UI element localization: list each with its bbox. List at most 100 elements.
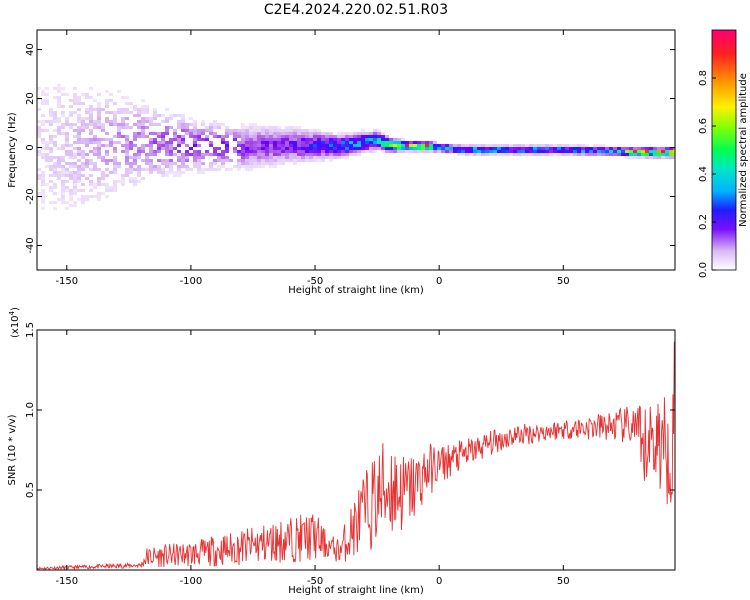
spectrogram-cell — [261, 159, 265, 162]
spectrogram-cell — [169, 126, 173, 129]
spectrogram-cell — [177, 165, 181, 168]
spectrogram-cell — [41, 114, 45, 117]
spectrogram-cell — [381, 144, 385, 147]
spectrogram-cell — [45, 156, 49, 159]
spectrogram-cell — [97, 198, 101, 201]
spectrogram-cell — [133, 183, 137, 186]
spectrogram-cell — [161, 159, 165, 162]
spectrogram-cell — [201, 171, 205, 174]
spectrogram-cell — [313, 153, 317, 156]
spectrogram-cell — [257, 150, 261, 153]
spectrogram-cell — [105, 105, 109, 108]
spectrogram-cell — [161, 174, 165, 177]
spectrogram-cell — [217, 165, 221, 168]
spectrogram-cell — [285, 129, 289, 132]
spectrogram-cell — [525, 153, 529, 156]
spectrogram-cell — [193, 156, 197, 159]
spectrogram-cell — [129, 168, 133, 171]
spectrogram-cell — [237, 129, 241, 132]
spectrogram-cell — [393, 150, 397, 153]
spectrogram-cell — [281, 132, 285, 135]
spectrogram-cell — [237, 153, 241, 156]
spectrogram-cell — [429, 147, 433, 150]
spectrogram-cell — [213, 126, 217, 129]
spectrogram-cell — [313, 129, 317, 132]
spectrogram-cell — [245, 132, 249, 135]
spectrogram-cell — [297, 138, 301, 141]
spectrogram-cell — [53, 87, 57, 90]
spectrogram-cell — [153, 150, 157, 153]
spectrogram-cell — [53, 120, 57, 123]
spectrogram-cell — [65, 186, 69, 189]
spectrogram-cell — [133, 159, 137, 162]
spectrogram-cell — [213, 162, 217, 165]
spectrogram-cell — [521, 147, 525, 150]
spectrogram-cell — [637, 147, 641, 150]
spectrogram-cell — [169, 147, 173, 150]
spectrogram-cell — [265, 138, 269, 141]
spectrogram-cell — [73, 192, 77, 195]
snr-y-tick-label: 1.5 — [25, 322, 36, 338]
spectrogram-cell — [189, 117, 193, 120]
spectrogram-cell — [521, 144, 525, 147]
spectrogram-cell — [145, 159, 149, 162]
spectrogram-cell — [361, 129, 365, 132]
spectrogram-cell — [441, 150, 445, 153]
snr-x-tick-label: -150 — [55, 576, 78, 587]
spectrogram-cell — [57, 84, 61, 87]
spectrogram-cell — [65, 162, 69, 165]
spectrogram-cell — [129, 102, 133, 105]
spectrogram-cell — [61, 186, 65, 189]
spectrogram-cell — [97, 111, 101, 114]
spectrogram-cell — [65, 117, 69, 120]
spectrogram-cell — [673, 150, 675, 153]
spectrogram-cell — [289, 150, 293, 153]
spectrogram-cell — [661, 153, 665, 156]
spectrogram-cell — [389, 138, 393, 141]
spectrogram-cell — [277, 159, 281, 162]
spectrogram-cell — [457, 147, 461, 150]
spectrogram-cell — [133, 177, 137, 180]
spectrogram-cell — [69, 105, 73, 108]
spectrogram-cell — [289, 156, 293, 159]
colorbar-tick-label: 0.2 — [698, 214, 709, 230]
spectrogram-cell — [513, 147, 517, 150]
spectrogram-cell — [157, 114, 161, 117]
spectrogram-cell — [233, 150, 237, 153]
spectrogram-cell — [49, 108, 53, 111]
spectrogram-cell — [169, 144, 173, 147]
spectrogram-cell — [77, 198, 81, 201]
spectrogram-cell — [237, 150, 241, 153]
spectrogram-cell — [81, 198, 85, 201]
snr-ticks: -150 -100 -50 0 50 0.5 1.0 1.5 — [25, 322, 675, 587]
spectrogram-cell — [337, 132, 341, 135]
spectrogram-cell — [105, 162, 109, 165]
spectrogram-cell — [325, 150, 329, 153]
spectrogram-cell — [301, 132, 305, 135]
spectrogram-cell — [65, 201, 69, 204]
spectrogram-cell — [421, 141, 425, 144]
spectrogram-cell — [273, 126, 277, 129]
spectrogram-cell — [277, 162, 281, 165]
spectrogram-cell — [73, 156, 77, 159]
spectrogram-cell — [341, 144, 345, 147]
spectrogram-cell — [89, 111, 93, 114]
spectrogram-cell — [261, 135, 265, 138]
spectrogram-cell — [249, 165, 253, 168]
spectrogram-cell — [125, 111, 129, 114]
spectrogram-cell — [73, 129, 77, 132]
spectrogram-cell — [413, 141, 417, 144]
spectrogram-cell — [621, 153, 625, 156]
spectrogram-cell — [101, 183, 105, 186]
spectrogram-cell — [177, 159, 181, 162]
spectrogram-cell — [333, 135, 337, 138]
spectrogram-cell — [281, 156, 285, 159]
spectrogram-cell — [529, 144, 533, 147]
spectrogram-cell — [125, 168, 129, 171]
spectrogram-cell — [233, 132, 237, 135]
spectrogram-cell — [281, 147, 285, 150]
spectrogram-cell — [105, 195, 109, 198]
spectrogram-cell — [321, 150, 325, 153]
spectrogram-cell — [157, 150, 161, 153]
spectrogram-cell — [217, 156, 221, 159]
